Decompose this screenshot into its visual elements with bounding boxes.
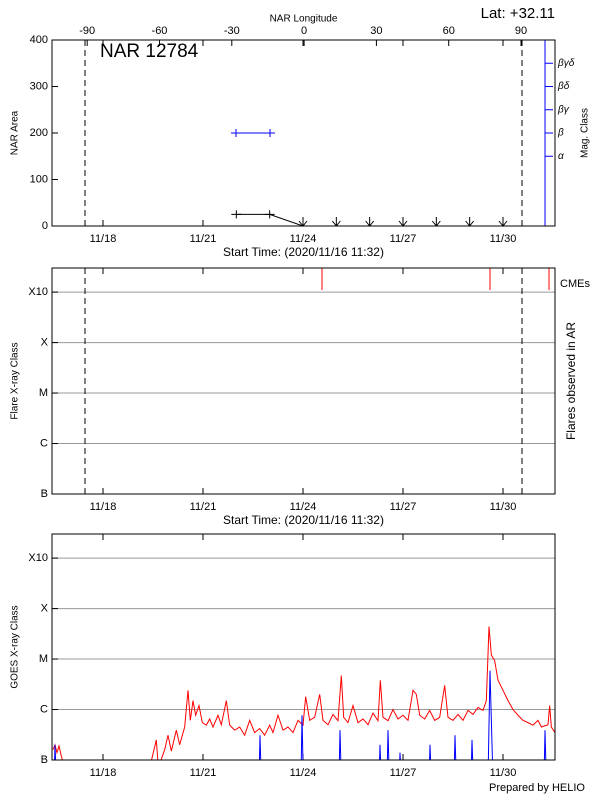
x-tick-label: 11/18 <box>90 501 117 513</box>
y-tick-label: 0 <box>42 220 48 232</box>
x-tick-label: 11/27 <box>390 233 417 245</box>
y2-tick-label: βδ <box>557 81 570 92</box>
x2-tick-label: 30 <box>370 25 382 37</box>
plot-frame <box>51 533 556 761</box>
y-axis-label: Flare X-ray Class <box>10 342 21 419</box>
x2-tick-label: -60 <box>152 25 168 37</box>
y-tick-label: X <box>41 336 49 348</box>
x-tick-label: 11/24 <box>290 767 317 779</box>
x-tick-label: 11/21 <box>190 767 217 779</box>
x-tick-label: 11/27 <box>390 767 417 779</box>
limit-arrow <box>398 217 408 227</box>
y-tick-label: C <box>40 437 48 449</box>
x-tick-label: 11/18 <box>90 233 117 245</box>
x-tick-label: 11/18 <box>90 767 117 779</box>
limit-arrow <box>365 217 375 227</box>
y2-axis-label: Flares observed in AR <box>564 322 578 440</box>
y-tick-label: B <box>41 754 48 766</box>
y-axis-label: NAR Area <box>10 110 21 155</box>
x-tick-label: 11/24 <box>290 501 317 513</box>
y-tick-label: 100 <box>30 173 48 185</box>
y2-tick-label: β <box>557 128 564 139</box>
y2-axis-label: Mag. Class <box>580 108 591 158</box>
y-tick-label: M <box>39 387 48 399</box>
y-tick-label: C <box>40 703 48 715</box>
x2-axis-label: NAR Longitude <box>270 14 338 25</box>
y2-tick-label: βγ <box>557 104 570 115</box>
limit-arrow <box>465 217 475 227</box>
limit-arrow <box>331 217 341 227</box>
y-tick-label: X10 <box>28 552 48 564</box>
x-tick-label: 11/30 <box>490 233 517 245</box>
series-line <box>52 626 555 760</box>
y-tick-label: B <box>41 488 48 500</box>
point-marker <box>265 129 275 137</box>
x2-tick-label: 60 <box>443 25 455 37</box>
cme-label: CMEs <box>560 278 590 290</box>
limit-arrow <box>431 217 441 227</box>
series-line <box>54 670 547 760</box>
footer: Prepared by HELIO <box>489 782 585 794</box>
chart-title: NAR 12784 <box>100 41 199 62</box>
y2-tick-label: βγδ <box>557 58 575 69</box>
point-marker <box>231 129 241 137</box>
y-tick-label: X10 <box>28 286 48 298</box>
point-marker <box>264 210 275 219</box>
point-marker <box>231 210 242 219</box>
y2-tick-label: α <box>558 151 564 162</box>
x-axis-label: Start Time: (2020/11/16 11:32) <box>223 245 384 259</box>
plot-frame <box>51 39 556 227</box>
x-tick-label: 11/24 <box>290 233 317 245</box>
y-tick-label: M <box>39 653 48 665</box>
x-tick-label: 11/21 <box>190 233 217 245</box>
x2-tick-label: -90 <box>79 25 95 37</box>
chart-subtitle: Lat: +32.11 <box>481 5 555 22</box>
plot-frame <box>51 267 556 495</box>
y-tick-label: X <box>41 602 49 614</box>
x-tick-label: 11/27 <box>390 501 417 513</box>
x-tick-label: 11/30 <box>490 767 517 779</box>
x-tick-label: 11/30 <box>490 501 517 513</box>
x2-tick-label: 0 <box>301 25 307 37</box>
x-axis-label: Start Time: (2020/11/16 11:32) <box>223 513 384 527</box>
limit-arrow <box>498 217 508 227</box>
y-tick-label: 400 <box>30 34 48 46</box>
y-axis-label: GOES X-ray Class <box>10 605 21 688</box>
x2-tick-label: 90 <box>515 25 527 37</box>
y-tick-label: 300 <box>30 80 48 92</box>
x2-tick-label: -30 <box>224 25 240 37</box>
x-tick-label: 11/21 <box>190 501 217 513</box>
y-tick-label: 200 <box>30 127 48 139</box>
